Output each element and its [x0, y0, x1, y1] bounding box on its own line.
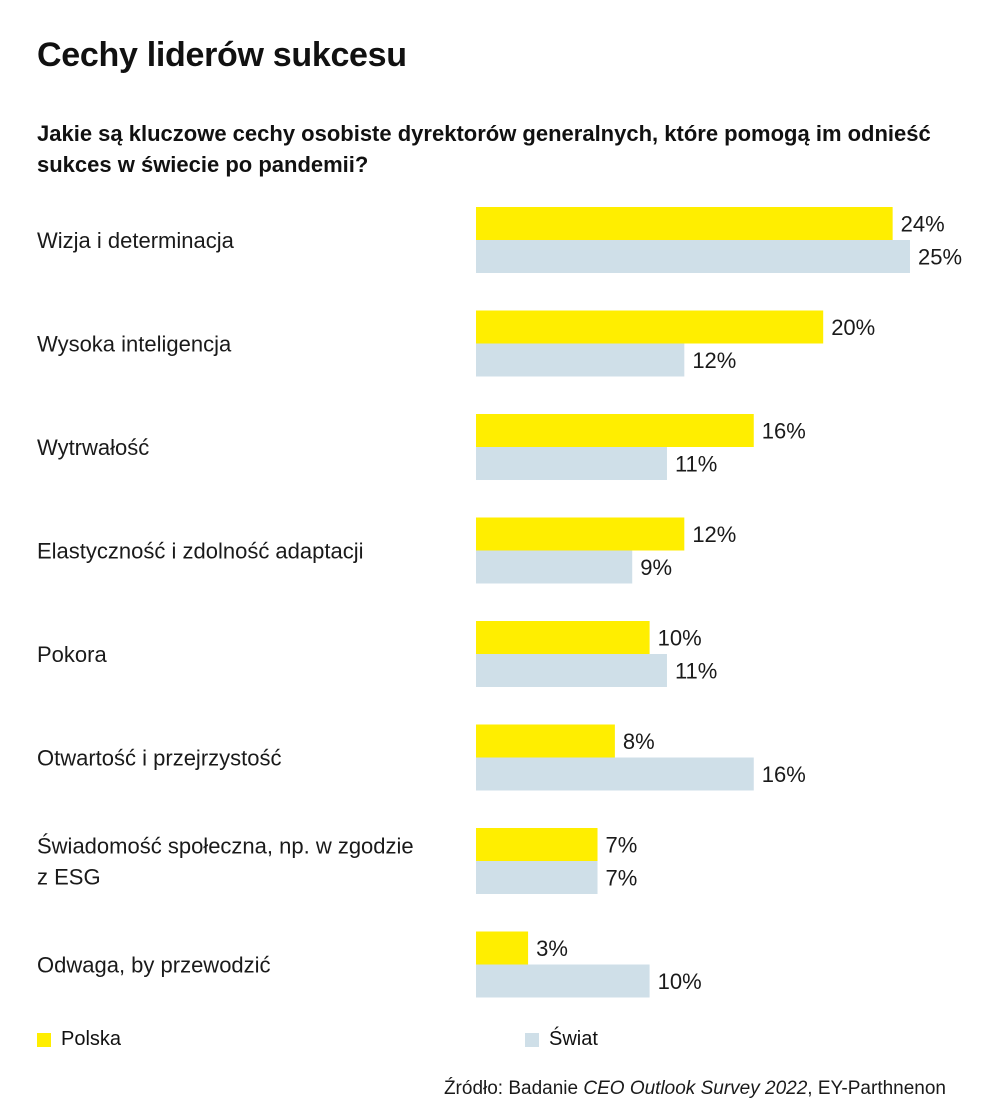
- category-label-line: Wizja i determinacja: [37, 228, 235, 253]
- value-label-swiat: 25%: [918, 245, 962, 270]
- bar-swiat: [476, 861, 598, 894]
- legend-item-swiat: Świat: [525, 1028, 598, 1051]
- bar-polska: [476, 517, 685, 551]
- legend-label-swiat: Świat: [549, 1028, 598, 1050]
- value-label-polska: 10%: [658, 626, 702, 651]
- value-label-swiat: 10%: [658, 969, 702, 994]
- category-label-line: Elastyczność i zdolność adaptacji: [37, 539, 364, 564]
- value-label-swiat: 12%: [692, 348, 736, 373]
- legend-swatch-polska: [37, 1032, 51, 1047]
- category-label-line: Świadomość społeczna, np. w zgodzie: [37, 834, 414, 859]
- category-label-line: Otwartość i przejrzystość: [37, 746, 282, 771]
- source-prefix: Źródło: Badanie: [443, 1078, 584, 1099]
- bar-swiat: [476, 757, 754, 791]
- category-label: Odwaga, by przewodzić: [37, 953, 271, 978]
- chart-subtitle: Jakie są kluczowe cechy osobiste dyrekto…: [37, 121, 931, 177]
- bar-swiat: [476, 654, 667, 687]
- category-label: Elastyczność i zdolność adaptacji: [37, 539, 364, 564]
- value-label-polska: 12%: [692, 522, 736, 547]
- bar-polska: [476, 931, 529, 965]
- value-label-polska: 3%: [536, 936, 568, 961]
- value-label-swiat: 11%: [675, 659, 717, 684]
- bar-chart: Wizja i determinacja 24% 25% Wysoka intelig…: [37, 207, 962, 998]
- category-label: Wytrwałość: [37, 435, 149, 460]
- value-label-swiat: 9%: [640, 555, 672, 580]
- category-label: Pokora: [37, 642, 107, 667]
- value-label-swiat: 7%: [606, 866, 638, 891]
- value-label-polska: 16%: [762, 419, 806, 444]
- category-label-line: Pokora: [37, 642, 107, 667]
- bar-polska: [476, 828, 598, 861]
- bar-polska: [476, 621, 650, 654]
- chart-title: Cechy liderów sukcesu: [37, 36, 407, 74]
- category-label-line: Odwaga, by przewodzić: [37, 953, 271, 978]
- category-label: Otwartość i przejrzystość: [37, 746, 282, 771]
- bar-swiat: [476, 550, 633, 584]
- bar-swiat: [476, 964, 650, 998]
- bar-swiat: [476, 343, 685, 377]
- value-label-swiat: 11%: [675, 452, 717, 477]
- value-label-polska: 7%: [606, 833, 638, 858]
- category-label: Świadomość społeczna, np. w zgodzie z ESG: [37, 834, 414, 890]
- value-label-polska: 8%: [623, 729, 655, 754]
- legend-label-polska: Polska: [61, 1028, 122, 1050]
- source-suffix: , EY-Parthnenon: [807, 1078, 946, 1099]
- legend-swatch-swiat: [525, 1032, 539, 1047]
- bar-polska: [476, 724, 615, 758]
- bar-polska: [476, 207, 893, 240]
- category-label: Wysoka inteligencja: [37, 332, 232, 357]
- value-label-swiat: 16%: [762, 762, 806, 787]
- bar-polska: [476, 310, 824, 344]
- category-label-line: Wytrwałość: [37, 435, 149, 460]
- bar-polska: [476, 414, 754, 447]
- value-label-polska: 20%: [831, 315, 875, 340]
- bar-swiat: [476, 447, 667, 480]
- bar-swiat: [476, 240, 910, 273]
- source-survey-name: CEO Outlook Survey 2022: [583, 1078, 808, 1099]
- category-label-line: Wysoka inteligencja: [37, 332, 232, 357]
- source-note: Źródło: Badanie CEO Outlook Survey 2022,…: [444, 1078, 946, 1100]
- value-label-polska: 24%: [901, 212, 945, 237]
- category-label-line: z ESG: [37, 865, 101, 890]
- category-label: Wizja i determinacja: [37, 228, 235, 253]
- legend-item-polska: Polska: [37, 1028, 121, 1051]
